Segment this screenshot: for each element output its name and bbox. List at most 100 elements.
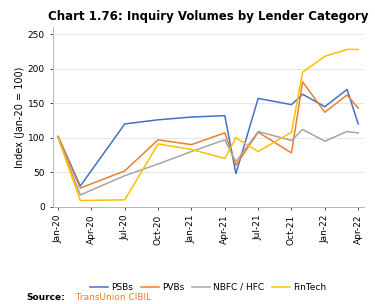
PVBs — [156, 138, 160, 142]
PVBs — [67, 161, 71, 164]
PVBs — [56, 135, 60, 139]
PSBs — [222, 114, 227, 117]
PSBs — [334, 96, 338, 100]
NBFC / HFC — [211, 142, 216, 146]
FinTech — [300, 71, 305, 74]
PVBs — [356, 106, 360, 110]
FinTech — [278, 137, 283, 140]
PSBs — [245, 134, 249, 138]
NBFC / HFC — [67, 164, 71, 168]
Title: Chart 1.76: Inquiry Volumes by Lender Category: Chart 1.76: Inquiry Volumes by Lender Ca… — [48, 10, 368, 23]
FinTech — [123, 198, 127, 202]
NBFC / HFC — [178, 154, 183, 157]
FinTech — [256, 150, 260, 153]
FinTech — [234, 136, 238, 140]
FinTech — [345, 48, 350, 51]
PVBs — [111, 173, 116, 177]
NBFC / HFC — [278, 136, 283, 139]
NBFC / HFC — [100, 184, 105, 187]
PSBs — [200, 115, 205, 118]
PSBs — [322, 105, 327, 109]
NBFC / HFC — [322, 139, 327, 143]
NBFC / HFC — [289, 139, 294, 142]
PVBs — [322, 110, 327, 114]
PSBs — [156, 118, 160, 122]
PVBs — [312, 95, 316, 99]
PSBs — [123, 122, 127, 126]
Line: NBFC / HFC: NBFC / HFC — [58, 130, 358, 195]
PVBs — [334, 102, 338, 105]
FinTech — [189, 148, 194, 151]
PVBs — [123, 169, 127, 173]
PSBs — [356, 122, 360, 126]
NBFC / HFC — [56, 136, 60, 140]
NBFC / HFC — [111, 179, 116, 182]
PVBs — [145, 148, 149, 152]
NBFC / HFC — [245, 145, 249, 149]
PVBs — [200, 139, 205, 143]
PVBs — [167, 140, 171, 143]
FinTech — [245, 143, 249, 147]
PSBs — [67, 159, 71, 163]
FinTech — [312, 62, 316, 66]
PSBs — [167, 117, 171, 121]
NBFC / HFC — [267, 133, 272, 136]
PVBs — [234, 164, 238, 167]
PVBs — [189, 143, 194, 147]
PVBs — [300, 80, 305, 84]
NBFC / HFC — [78, 193, 82, 197]
PSBs — [256, 97, 260, 100]
FinTech — [134, 179, 138, 183]
FinTech — [200, 150, 205, 154]
Y-axis label: Index (Jan-20 = 100): Index (Jan-20 = 100) — [15, 66, 25, 168]
PSBs — [267, 99, 272, 102]
PVBs — [178, 141, 183, 145]
NBFC / HFC — [123, 174, 127, 178]
PSBs — [234, 172, 238, 175]
PSBs — [189, 115, 194, 119]
PVBs — [100, 178, 105, 181]
PVBs — [211, 135, 216, 139]
PSBs — [345, 88, 350, 91]
NBFC / HFC — [134, 170, 138, 174]
PSBs — [89, 169, 94, 172]
FinTech — [334, 51, 338, 55]
FinTech — [267, 143, 272, 147]
FinTech — [222, 157, 227, 160]
PVBs — [89, 182, 94, 186]
FinTech — [322, 54, 327, 58]
PSBs — [289, 103, 294, 106]
FinTech — [111, 198, 116, 202]
NBFC / HFC — [167, 158, 171, 162]
FinTech — [178, 146, 183, 150]
Line: FinTech: FinTech — [58, 50, 358, 201]
NBFC / HFC — [300, 128, 305, 131]
FinTech — [167, 144, 171, 148]
FinTech — [356, 48, 360, 51]
PSBs — [145, 119, 149, 123]
PSBs — [312, 99, 316, 102]
PVBs — [289, 151, 294, 155]
FinTech — [289, 130, 294, 134]
Legend: PSBs, PVBs, NBFC / HFC, FinTech: PSBs, PVBs, NBFC / HFC, FinTech — [86, 279, 330, 295]
PSBs — [300, 92, 305, 96]
PSBs — [178, 116, 183, 120]
NBFC / HFC — [334, 135, 338, 138]
FinTech — [67, 167, 71, 171]
PVBs — [134, 159, 138, 162]
PVBs — [222, 131, 227, 135]
PVBs — [245, 147, 249, 150]
FinTech — [145, 161, 149, 164]
NBFC / HFC — [356, 131, 360, 135]
Text: TransUnion CIBIL: TransUnion CIBIL — [73, 293, 151, 302]
PSBs — [134, 121, 138, 124]
Line: PSBs: PSBs — [58, 89, 358, 186]
NBFC / HFC — [189, 150, 194, 153]
NBFC / HFC — [145, 166, 149, 170]
FinTech — [89, 199, 94, 202]
PSBs — [100, 153, 105, 157]
NBFC / HFC — [345, 130, 350, 133]
Text: Source:: Source: — [26, 293, 65, 302]
PSBs — [211, 114, 216, 118]
FinTech — [211, 154, 216, 157]
